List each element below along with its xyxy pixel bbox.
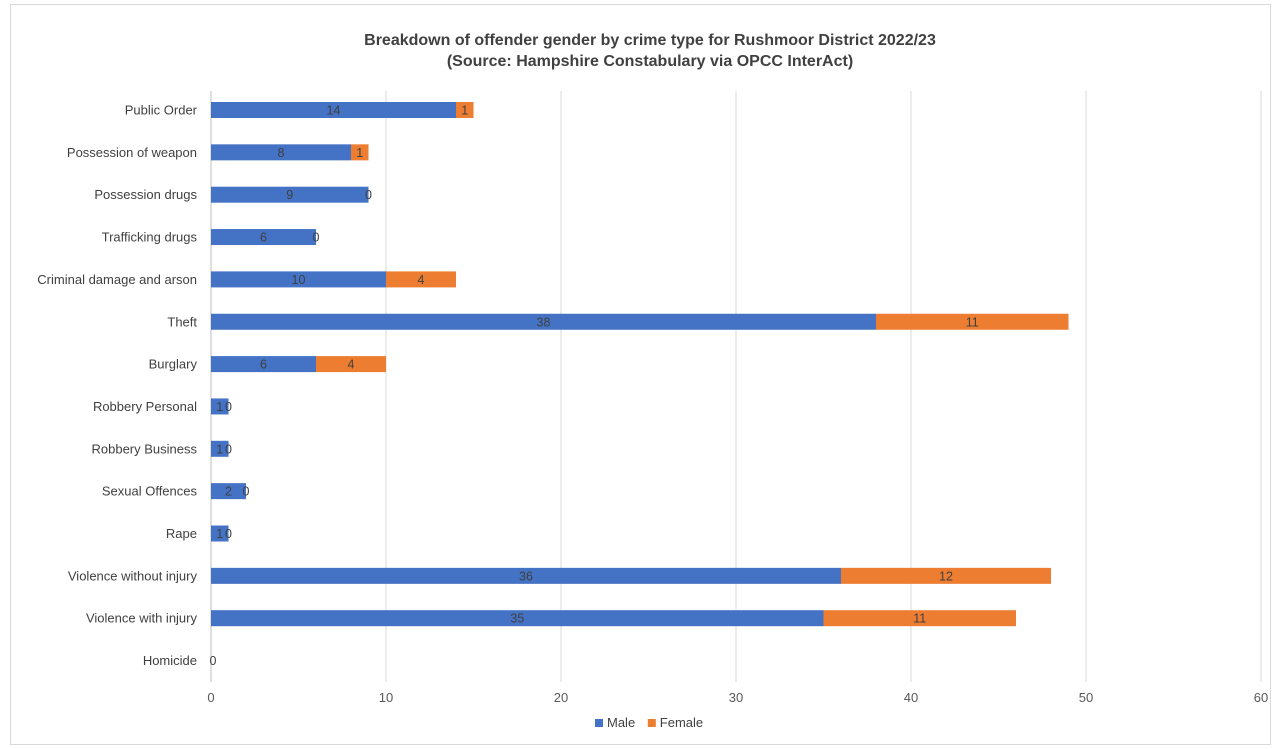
data-label-female-trafficking-drugs: 0 [313, 231, 320, 245]
data-label-male-trafficking-drugs: 6 [260, 231, 267, 245]
bar-female-theft [876, 313, 1069, 330]
category-label-robbery-business: Robbery Business [92, 441, 198, 456]
bar-male-sexual-offences [211, 483, 246, 500]
data-label-female-possession-of-weapon: 1 [356, 146, 363, 160]
data-label-female-theft: 11 [966, 315, 979, 329]
category-label-burglary: Burglary [149, 357, 198, 372]
data-label-female-robbery-business: 0 [225, 442, 232, 456]
bar-male-criminal-damage-and-arson [211, 271, 386, 288]
category-label-public-order: Public Order [125, 103, 198, 118]
x-tick-label-30: 30 [729, 690, 743, 705]
bar-female-violence-with-injury [823, 610, 1016, 627]
data-label-male-criminal-damage-and-arson: 10 [292, 273, 306, 287]
x-tick-label-20: 20 [554, 690, 568, 705]
data-label-male-robbery-business: 1 [216, 442, 223, 456]
data-label-female-rape: 0 [225, 527, 232, 541]
data-label-female-public-order: 1 [461, 104, 468, 118]
data-label-male-possession-of-weapon: 8 [278, 146, 285, 160]
data-label-male-robbery-personal: 1 [216, 400, 223, 414]
category-label-rape: Rape [166, 526, 197, 541]
category-label-theft: Theft [167, 314, 197, 329]
data-label-male-theft: 38 [537, 315, 551, 329]
data-label-female-violence-without-injury: 12 [939, 569, 953, 583]
data-label-male-sexual-offences: 2 [225, 485, 232, 499]
legend-swatch-female [647, 719, 656, 727]
chart-subtitle: (Source: Hampshire Constabulary via OPCC… [447, 53, 853, 70]
x-tick-label-10: 10 [379, 690, 393, 705]
category-labels: Public Order Possession of weapon Possessi… [37, 103, 197, 669]
bar-female-violence-without-injury [841, 567, 1051, 584]
chart-title: Breakdown of offender gender by crime ty… [364, 32, 936, 49]
gridlines [210, 91, 1262, 682]
category-label-homicide: Homicide [143, 653, 197, 668]
x-tick-label-50: 50 [1079, 690, 1093, 705]
bar-male-possession-drugs [211, 186, 369, 203]
data-label-female-criminal-damage-and-arson: 4 [418, 273, 425, 287]
bar-male-robbery-business [211, 440, 229, 457]
legend-label-male: Male [607, 715, 635, 730]
bar-male-trafficking-drugs [211, 229, 316, 246]
data-label-male-possession-drugs: 9 [286, 188, 293, 202]
x-tick-label-60: 60 [1254, 690, 1268, 705]
data-label-female-robbery-personal: 0 [225, 400, 232, 414]
chart-svg: Breakdown of offender gender by crime ty… [37, 32, 1268, 730]
bar-male-theft [211, 313, 876, 330]
data-label-male-violence-without-injury: 36 [519, 569, 533, 583]
x-tick-label-40: 40 [904, 690, 918, 705]
bar-male-rape [211, 525, 229, 542]
category-label-possession-of-weapon: Possession of weapon [67, 145, 197, 160]
data-label-female-violence-with-injury: 11 [913, 612, 926, 626]
bar-male-violence-with-injury [211, 610, 824, 627]
category-label-trafficking-drugs: Trafficking drugs [102, 230, 198, 245]
x-axis-ticks: 0 10 20 30 40 50 60 [207, 690, 1268, 705]
data-label-female-possession-drugs: 0 [365, 188, 372, 202]
category-label-violence-with-injury: Violence with injury [86, 611, 198, 626]
legend: Male Female [595, 715, 703, 730]
data-label-homicide: 0 [210, 654, 217, 668]
bar-female-burglary [316, 356, 386, 373]
bar-male-possession-of-weapon [211, 144, 351, 161]
category-label-violence-without-injury: Violence without injury [68, 568, 198, 583]
data-label-male-public-order: 14 [327, 104, 341, 118]
x-tick-label-0: 0 [207, 690, 214, 705]
data-label-female-burglary: 4 [348, 358, 355, 372]
data-label-male-burglary: 6 [260, 358, 267, 372]
legend-swatch-male [595, 719, 603, 727]
category-label-sexual-offences: Sexual Offences [102, 484, 198, 499]
bar-female-possession-of-weapon [351, 144, 369, 161]
category-label-criminal-damage-and-arson: Criminal damage and arson [37, 272, 197, 287]
bar-male-robbery-personal [211, 398, 229, 415]
legend-label-female: Female [660, 715, 703, 730]
data-label-male-rape: 1 [216, 527, 223, 541]
chart-frame: Breakdown of offender gender by crime ty… [10, 4, 1271, 745]
category-label-robbery-personal: Robbery Personal [93, 399, 197, 414]
bar-male-violence-without-injury [211, 567, 841, 584]
data-label-male-violence-with-injury: 35 [510, 612, 524, 626]
bar-female-public-order [456, 102, 474, 118]
bar-male-public-order [211, 102, 456, 118]
category-label-possession-drugs: Possession drugs [94, 187, 197, 202]
bar-female-criminal-damage-and-arson [386, 271, 456, 288]
bar-male-burglary [211, 356, 316, 373]
data-label-female-sexual-offences: 0 [243, 485, 250, 499]
